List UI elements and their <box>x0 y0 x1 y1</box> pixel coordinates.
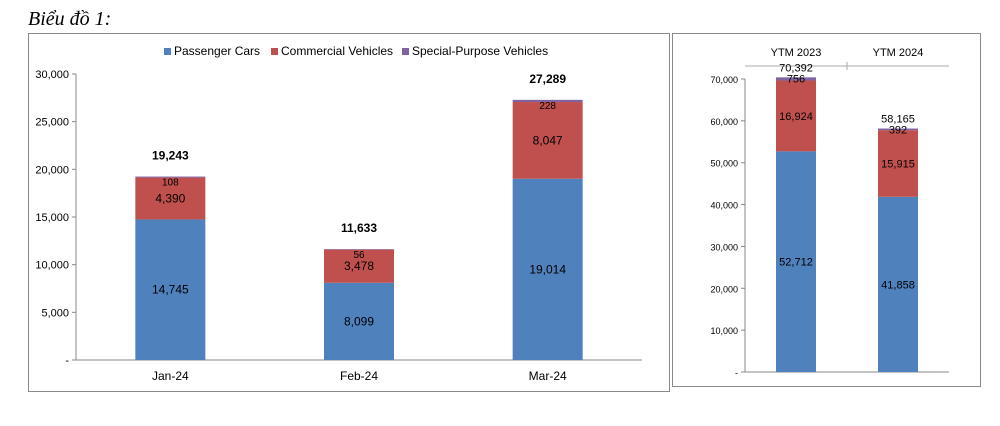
y-tick-label: 50,000 <box>710 159 738 169</box>
y-tick-label: 20,000 <box>710 284 738 294</box>
data-label-special: 392 <box>889 125 907 137</box>
data-label-special: 228 <box>539 101 556 112</box>
y-tick-label: 10,000 <box>35 260 69 272</box>
data-label-special: 56 <box>353 250 365 261</box>
legend-label-passenger: Passenger Cars <box>174 44 260 58</box>
chart-heading: Biểu đồ 1: <box>28 8 112 30</box>
bar-segment-commercial <box>512 102 583 179</box>
category-label: YTM 2024 <box>873 47 924 59</box>
bar-segment-commercial <box>324 249 394 283</box>
data-label-passenger: 8,099 <box>344 314 374 328</box>
ytm-chart-panel: - 10,000 20,000 30,000 40,000 50,000 60,000 70,… <box>672 33 981 387</box>
monthly-chart-panel: Passenger Cars Commercial Vehicles Special… <box>28 33 670 392</box>
ytm-stacked-bar-chart: - 10,000 20,000 30,000 40,000 50,000 60,000 70,… <box>710 47 949 378</box>
bar-segment-special <box>324 249 394 250</box>
y-tick-label: 30,000 <box>710 242 738 252</box>
y-tick-label: 25,000 <box>35 117 69 129</box>
data-label-commercial: 3,478 <box>344 259 374 273</box>
bar-segment-passenger <box>135 219 206 360</box>
bar-segment-passenger <box>512 178 583 360</box>
legend-label-special: Special-Purpose Vehicles <box>412 44 548 58</box>
bar-segment-special <box>135 176 206 178</box>
data-label-special: 756 <box>787 73 805 85</box>
data-label-commercial: 15,915 <box>881 158 915 170</box>
legend-swatch-passenger <box>164 48 171 55</box>
bar-segment-special <box>512 99 583 103</box>
y-tick-label: 10,000 <box>710 326 738 336</box>
y-tick-label: 40,000 <box>710 201 738 211</box>
bar-segment-special <box>776 77 816 81</box>
y-tick-label: 30,000 <box>35 69 69 81</box>
bar-segment-passenger <box>878 196 918 372</box>
data-label-passenger: 52,712 <box>779 257 813 269</box>
y-tick-label: 5,000 <box>41 307 69 319</box>
total-label: 27,289 <box>529 72 566 86</box>
total-label: 11,633 <box>341 221 377 235</box>
category-label: YTM 2023 <box>771 47 822 59</box>
y-tick-label: - <box>65 355 69 367</box>
data-label-commercial: 8,047 <box>533 133 563 147</box>
y-tick-label: 60,000 <box>710 117 738 127</box>
total-label: 58,165 <box>881 114 915 126</box>
total-label: 19,243 <box>152 149 189 163</box>
data-label-passenger: 14,745 <box>152 283 189 297</box>
total-label: 70,392 <box>779 62 813 74</box>
monthly-stacked-bar-chart: Passenger Cars Commercial Vehicles Special… <box>35 44 642 383</box>
data-label-commercial: 4,390 <box>155 192 185 206</box>
y-tick-label: 70,000 <box>710 75 738 85</box>
bar-segment-passenger <box>324 282 394 360</box>
y-tick-label: - <box>735 368 738 378</box>
data-label-commercial: 16,924 <box>779 111 813 123</box>
legend-label-commercial: Commercial Vehicles <box>281 44 393 58</box>
data-label-passenger: 19,014 <box>529 262 566 276</box>
category-label: Jan-24 <box>152 369 189 383</box>
bar-segment-commercial <box>776 80 816 152</box>
category-label: Feb-24 <box>340 369 378 383</box>
bar-segment-commercial <box>878 130 918 197</box>
data-label-special: 108 <box>162 178 179 189</box>
data-label-passenger: 41,858 <box>881 279 915 291</box>
legend-swatch-special <box>402 48 409 55</box>
category-label: Mar-24 <box>529 369 567 383</box>
y-tick-label: 15,000 <box>35 212 69 224</box>
bar-segment-special <box>878 128 918 131</box>
y-tick-label: 20,000 <box>35 164 69 176</box>
legend-swatch-commercial <box>271 48 278 55</box>
bar-segment-commercial <box>135 177 206 220</box>
bar-segment-passenger <box>776 151 816 372</box>
